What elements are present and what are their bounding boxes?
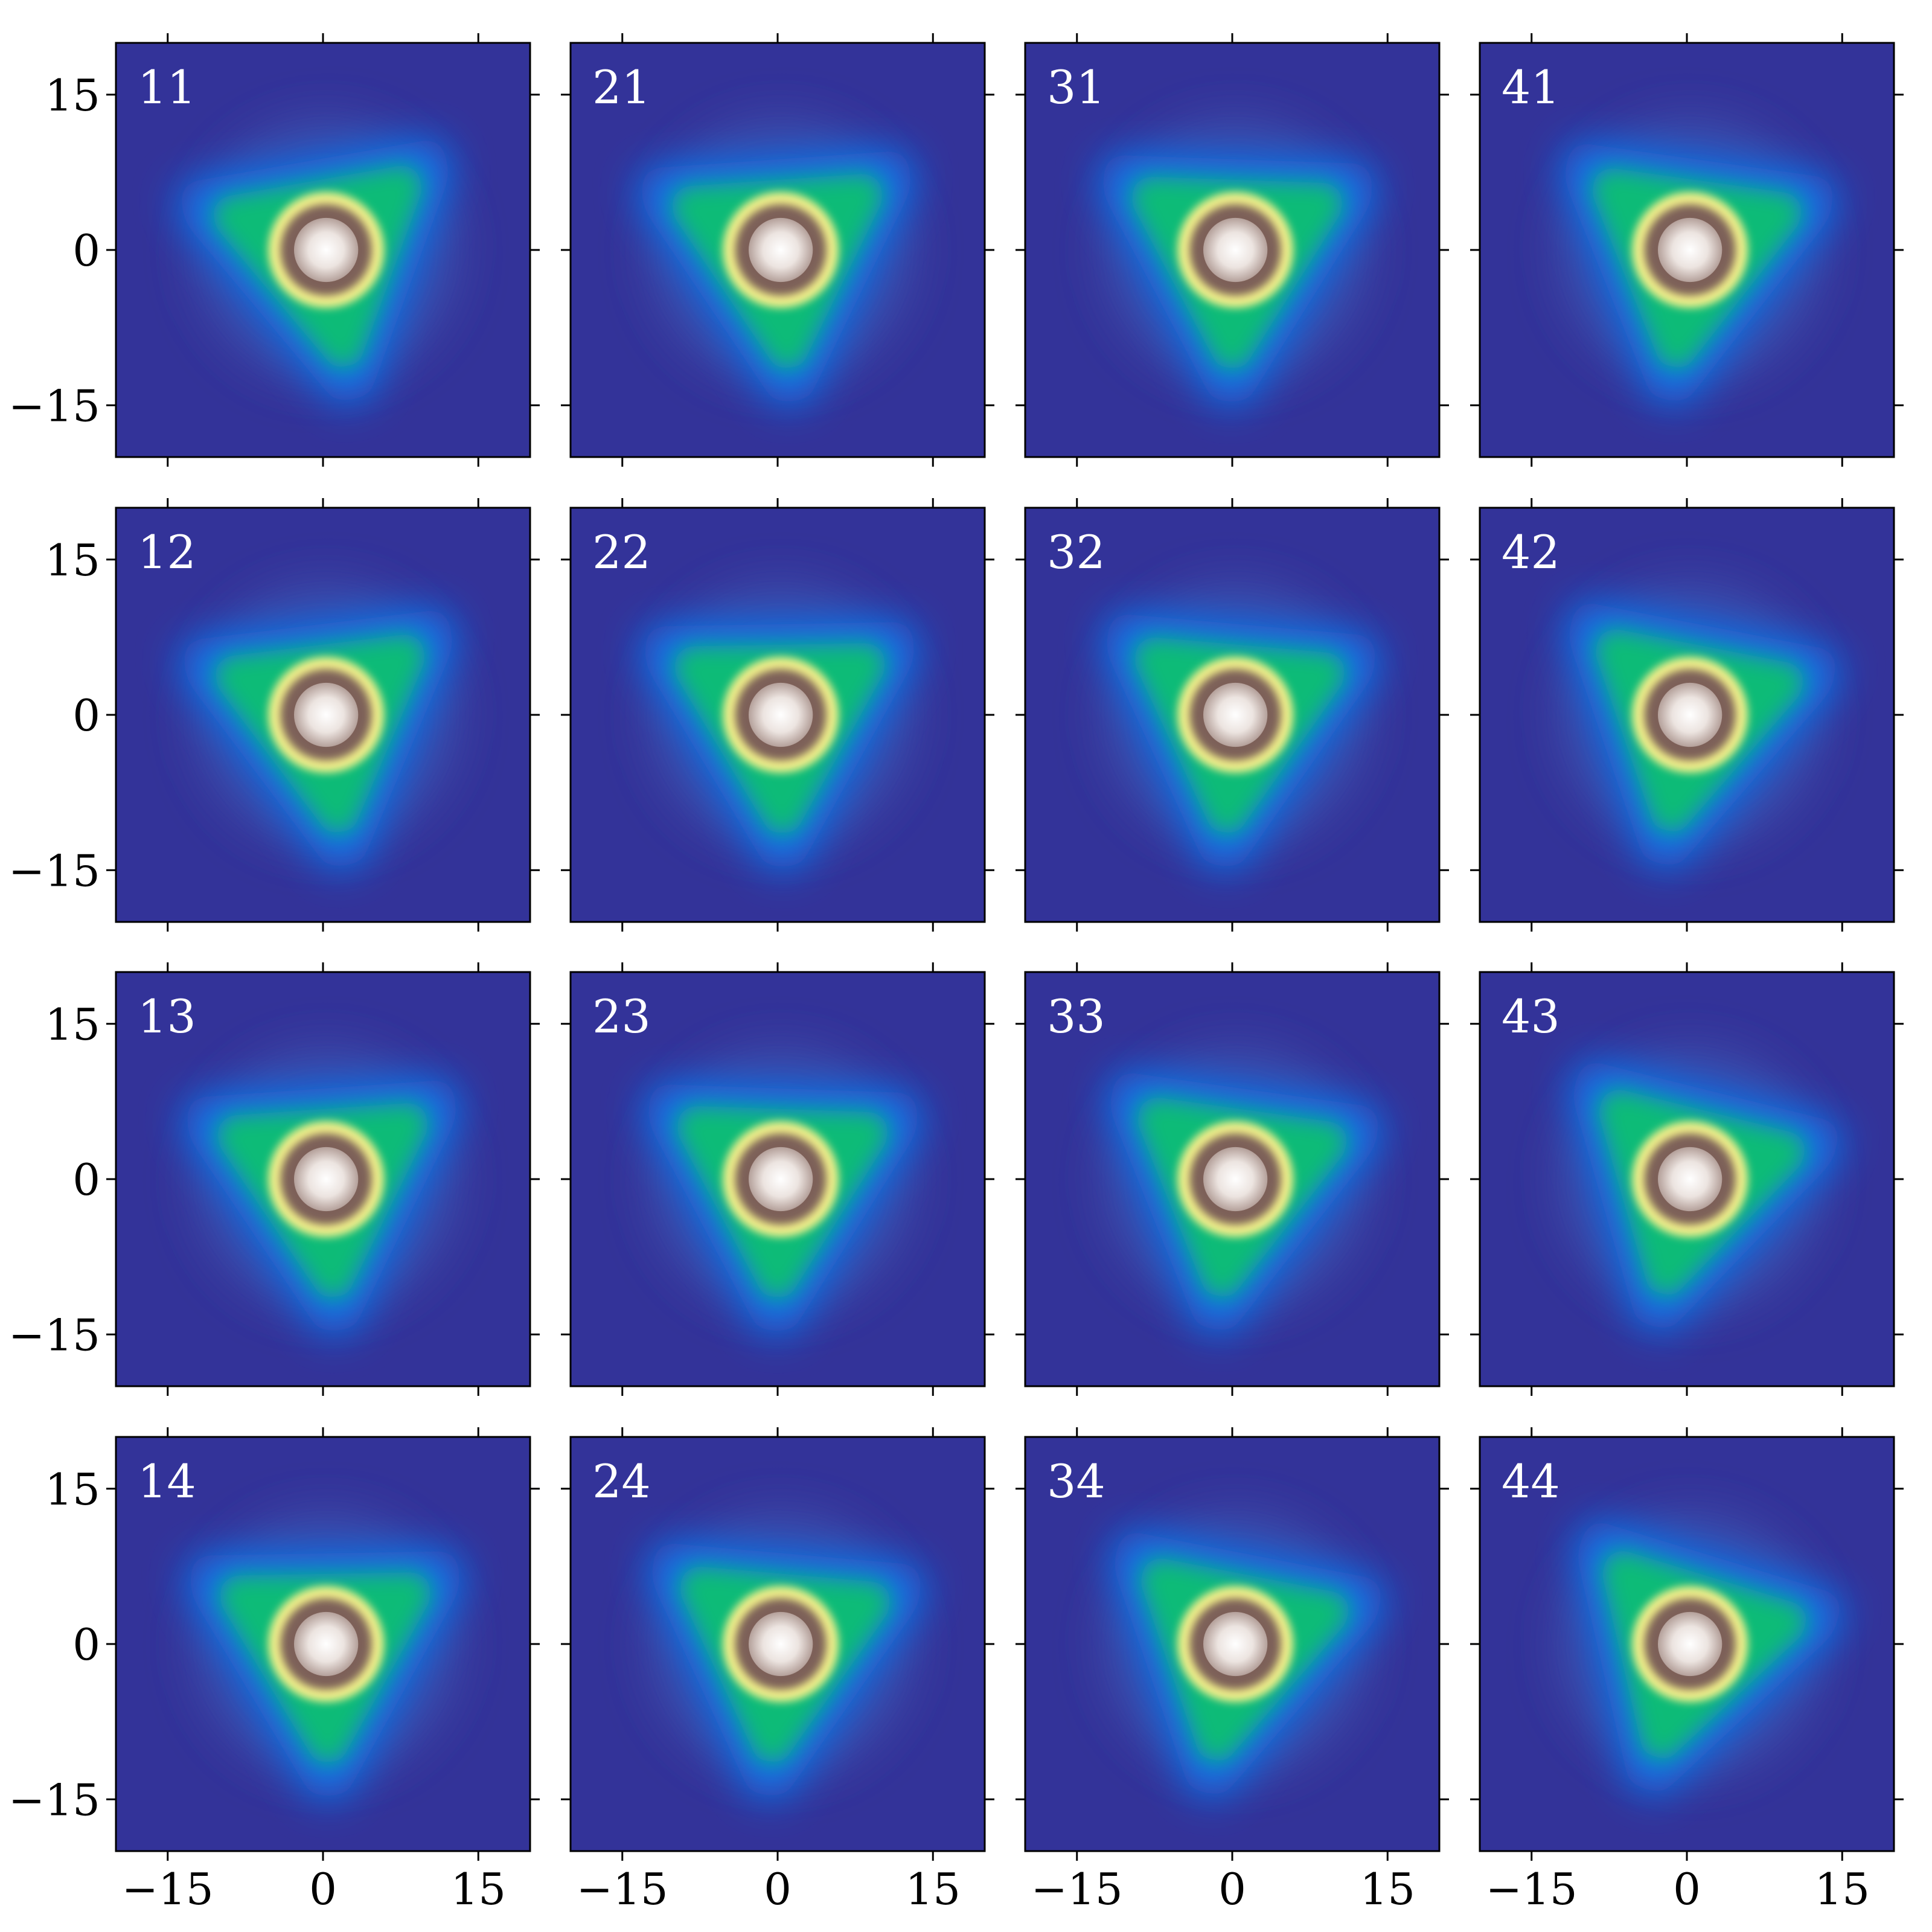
heatmap [1480,508,1894,922]
core [1657,217,1722,283]
panel-label: 13 [138,990,196,1043]
panel: −15 0 15 15 0 −15 14 [8,1427,540,1914]
panel: 21 [561,33,994,467]
y-tick-label: −15 [8,380,100,431]
heatmap [116,1437,530,1851]
panel: 15 0 −15 12 [8,498,540,932]
core [1203,682,1268,747]
core [1657,682,1722,747]
core [748,682,813,747]
panel-label: 23 [592,990,651,1043]
panel: 22 [561,498,994,932]
panel: 31 [1016,33,1449,467]
core [1203,1147,1268,1212]
panel-label: 31 [1047,60,1105,114]
panel-label: 14 [138,1454,196,1508]
heatmap [571,972,985,1386]
panel-label: 11 [138,60,196,114]
x-tick-label: −15 [577,1864,668,1914]
panel: −15 0 15 24 [561,1427,994,1914]
heatmap [1025,508,1439,922]
x-tick-label: −15 [1031,1864,1123,1914]
y-tick-label: 0 [72,690,100,741]
y-tick-label: 15 [45,70,100,121]
panel-label: 42 [1502,525,1560,579]
panel-label: 34 [1047,1454,1105,1508]
core [748,1147,813,1212]
heatmap [1025,972,1439,1386]
panel: 23 [561,962,994,1396]
core [293,1611,359,1677]
panel: −15 0 15 34 [1016,1427,1449,1914]
panel-label: 12 [138,525,196,579]
heatmap [1480,1437,1894,1851]
panel-label: 43 [1502,990,1560,1043]
core [748,1611,813,1677]
panel: 33 [1016,962,1449,1396]
y-tick-label: 15 [45,999,100,1050]
core [1657,1611,1722,1677]
y-tick-label: 15 [45,535,100,586]
x-tick-label: 0 [1673,1864,1701,1914]
heatmap [1480,43,1894,457]
y-tick-label: 0 [72,1619,100,1670]
panel: 15 0 −15 11 [8,33,540,467]
panel-label: 22 [592,525,651,579]
core [293,1147,359,1212]
heatmap [571,508,985,922]
panel-label: 32 [1047,525,1105,579]
x-tick-label: 15 [450,1864,506,1914]
heatmap [116,43,530,457]
y-tick-label: 15 [45,1464,100,1515]
core [1203,217,1268,283]
y-tick-label: −15 [8,845,100,896]
panel-label: 41 [1502,60,1560,114]
core [293,682,359,747]
panel-label: 44 [1502,1454,1560,1508]
heatmap [1480,972,1894,1386]
heatmap [1025,1437,1439,1851]
panel: 32 [1016,498,1449,932]
core [748,217,813,283]
panel: 15 0 −15 13 [8,962,540,1396]
core [293,217,359,283]
x-tick-label: 15 [1360,1864,1415,1914]
panel: −15 0 15 44 [1470,1427,1904,1914]
heatmap [116,972,530,1386]
heatmap [571,1437,985,1851]
heatmap [116,508,530,922]
panel: 42 [1470,498,1904,932]
panel: 41 [1470,33,1904,467]
y-tick-label: 0 [72,1154,100,1205]
x-tick-label: 15 [905,1864,961,1914]
core [1203,1611,1268,1677]
x-tick-label: 15 [1814,1864,1870,1914]
panel: 43 [1470,962,1904,1396]
y-tick-label: −15 [8,1310,100,1360]
x-tick-label: 0 [309,1864,337,1914]
core [1657,1147,1722,1212]
heatmap [1025,43,1439,457]
x-tick-label: 0 [1218,1864,1246,1914]
y-tick-label: −15 [8,1774,100,1825]
panel-label: 33 [1047,990,1105,1043]
x-tick-label: −15 [122,1864,214,1914]
panel-label: 21 [592,60,651,114]
panel-label: 24 [592,1454,651,1508]
x-tick-label: 0 [764,1864,792,1914]
heatmap [571,43,985,457]
y-tick-label: 0 [72,225,100,276]
x-tick-label: −15 [1486,1864,1578,1914]
